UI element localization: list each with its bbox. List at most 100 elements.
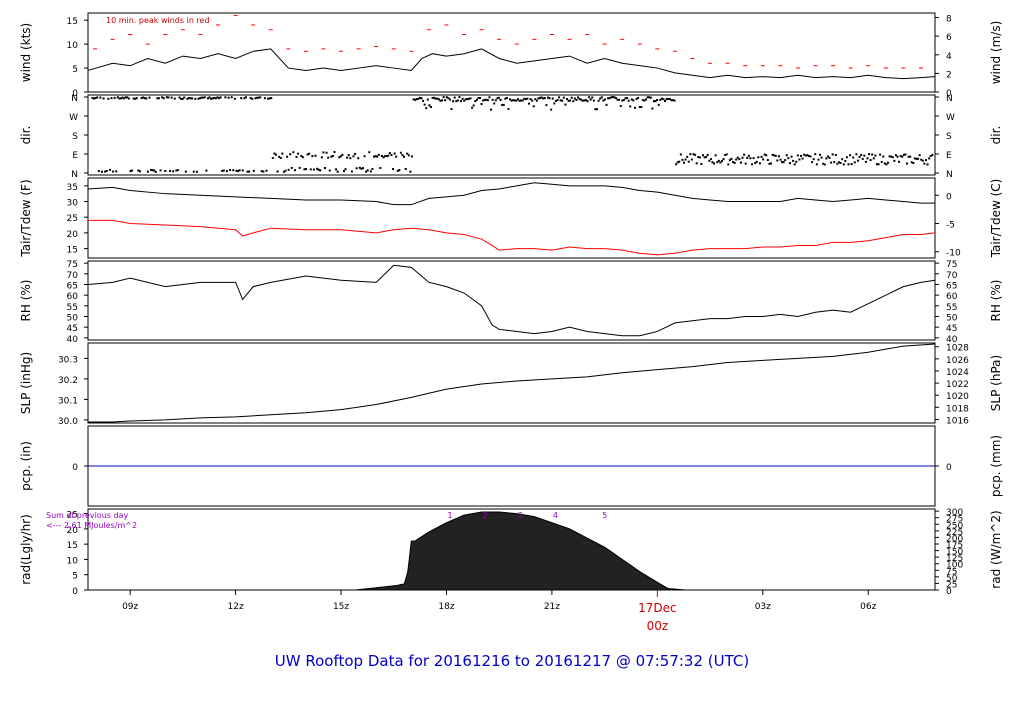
dir-point [638,106,641,109]
dir-point [879,153,882,156]
dir-point [319,169,322,172]
dir-point [472,104,475,107]
dir-point [292,151,295,154]
rh-tick-label-right: 55 [946,303,957,313]
dir-point [550,108,553,111]
dir-point [610,96,613,99]
temp-tick-label-right: -5 [946,220,955,230]
dir-point [281,152,284,155]
dir-point [837,161,840,164]
dir-point [450,108,453,111]
dir-point [361,167,364,170]
rad-tick-label-right: 225 [946,528,963,538]
dir-point [749,157,752,160]
dir-point [262,170,265,173]
dir-point [257,96,260,99]
dir-point [858,155,861,158]
dir-point [727,163,730,166]
wind-tick-label-right: 6 [946,33,952,43]
dir-point [515,99,518,102]
dir-point [423,103,426,106]
wind-tick-label-left: 0 [72,89,78,99]
dir-point [725,153,728,156]
dir-point [847,163,850,166]
dir-point [467,97,470,100]
dir-point [112,170,115,173]
dir-point [896,155,899,158]
rad-tick-label-left: 25 [67,511,78,521]
dir-point [657,103,660,106]
dir-point [475,98,478,101]
slp-ylabel-left: SLP (inHg) [19,352,33,414]
dir-point [327,156,330,159]
dir-point [303,168,306,171]
dir-point [132,97,135,100]
date-marker-label: 17Dec [638,601,677,615]
dir-point [872,157,875,160]
dir-point [828,156,831,159]
dir-point [548,97,551,100]
rh-ylabel-right: RH (%) [989,280,1003,322]
dir-point [412,98,415,101]
dir-point [265,169,268,172]
dir-point [572,100,575,103]
dir-point [447,97,450,100]
wind-tick-label-right: 2 [946,70,952,80]
dir-point [697,156,700,159]
dir-tick-label-right: W [946,113,955,123]
dir-point [588,96,591,99]
dir-point [777,155,780,158]
dir-point [561,99,564,102]
dir-point [766,159,769,162]
dir-point [392,168,395,171]
dir-point [618,98,621,101]
dir-point [404,168,407,171]
dir-point [355,167,358,170]
dir-point [670,99,673,102]
dir-point [214,97,217,100]
dir-point [482,99,485,102]
dir-point [890,155,893,158]
dir-point [510,99,513,102]
dir-point [887,161,890,164]
dir-point [474,100,477,103]
dir-point [885,163,888,166]
dir-point [466,98,469,101]
dir-point [301,156,304,159]
wind-tick-label-left: 5 [72,65,78,75]
dir-point [399,151,402,154]
pcp-ylabel-right: pcp. (mm) [989,435,1003,497]
dir-point [741,156,744,159]
rad-tick-label-left: 15 [67,541,78,551]
rh-tick-label-right: 75 [946,260,957,270]
dir-point [833,161,836,164]
dir-point [751,163,754,166]
dir-point [94,97,97,100]
dir-point [781,161,784,164]
dir-point [374,155,377,158]
dir-tick-label-right: N [946,94,953,104]
dir-point [219,96,222,99]
dir-tick-label-left: W [69,113,78,123]
dir-point [809,155,812,158]
dir-point [524,98,527,101]
dir-point [724,154,727,157]
dir-point [543,97,546,100]
dir-point [316,167,319,170]
dir-point [382,156,385,159]
dir-point [224,96,227,99]
dir-tick-label-right: E [946,151,952,161]
dir-point [146,170,149,173]
dir-point [640,105,643,108]
dir-point [738,158,741,161]
dir-point [689,153,692,156]
dir-point [523,97,526,100]
dir-point [249,97,252,100]
rh-ylabel-left: RH (%) [19,280,33,322]
dir-point [194,97,197,100]
dir-point [477,97,480,100]
dir-point [542,97,545,100]
slp-tick-label-right: 1022 [946,380,969,390]
dir-point [501,103,504,106]
dir-point [409,170,412,173]
